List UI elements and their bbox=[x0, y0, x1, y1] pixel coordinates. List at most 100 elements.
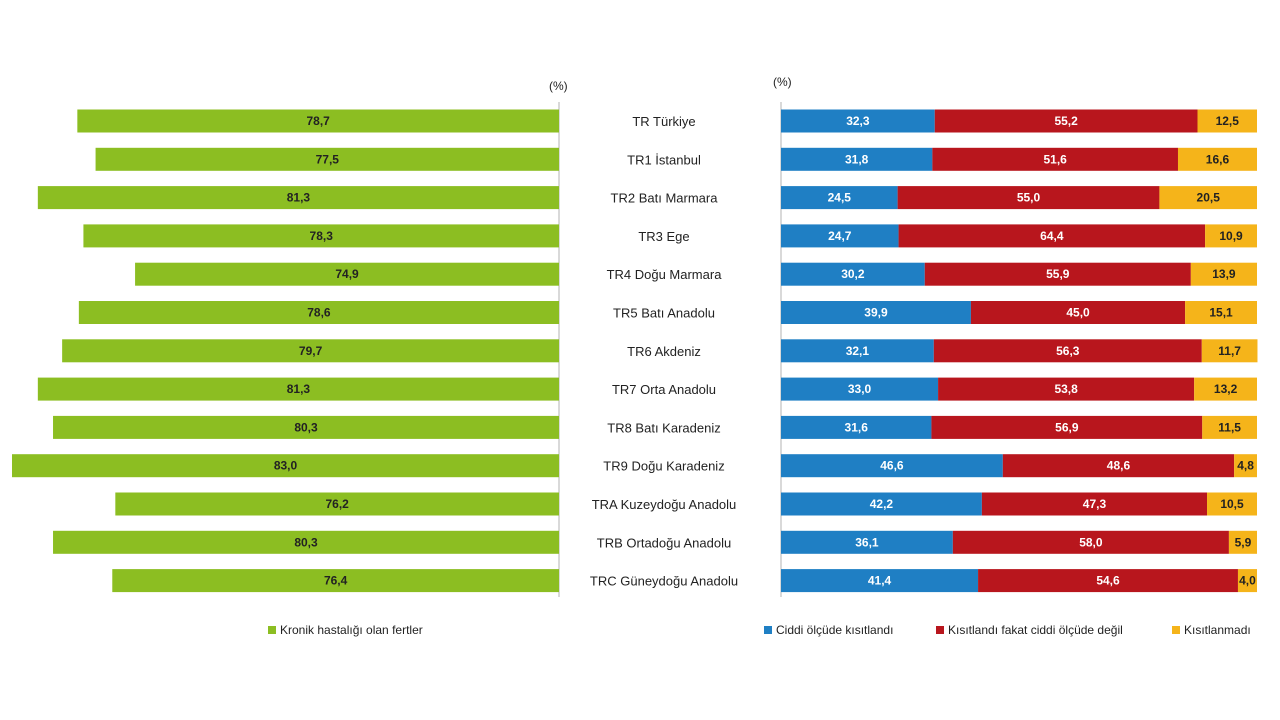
left-bar-tr4-do-u-marmara bbox=[135, 262, 559, 286]
right-bar-value-ciddi-l-de-k-s-tland-tr3-ege: 24,7 bbox=[828, 229, 852, 243]
left-bar-tr8-bat-karadeniz bbox=[53, 415, 560, 439]
right-bar-ciddi-l-de-k-s-tland-tr2-bat-marmara bbox=[781, 186, 898, 210]
left-chart-unit-label: (%) bbox=[549, 79, 568, 93]
right-chart-legend: Ciddi ölçüde kısıtlandı Kısıtlandı fakat… bbox=[764, 623, 1251, 637]
right-bar-k-s-tland-fakat-ciddi-l-de-de-il-trb-ortado-u-anadolu bbox=[952, 530, 1229, 554]
right-bar-ciddi-l-de-k-s-tland-trc-g-neydo-u-anadolu bbox=[781, 569, 979, 593]
right-bar-k-s-tlanmad-tr-t-rkiye bbox=[1197, 109, 1257, 133]
right-bar-k-s-tlanmad-tr6-akdeniz bbox=[1201, 339, 1258, 363]
category-label-trb-ortado-u-anadolu: TRB Ortadoğu Anadolu bbox=[597, 535, 731, 550]
category-label-tr9-do-u-karadeniz: TR9 Doğu Karadeniz bbox=[603, 459, 724, 474]
right-bar-value-k-s-tlanmad-tr2-bat-marmara: 20,5 bbox=[1197, 191, 1221, 205]
right-bar-value-ciddi-l-de-k-s-tland-trc-g-neydo-u-anadolu: 41,4 bbox=[868, 574, 892, 588]
right-bar-ciddi-l-de-k-s-tland-trb-ortado-u-anadolu bbox=[781, 530, 953, 554]
right-bar-value-ciddi-l-de-k-s-tland-tr7-orta-anadolu: 33,0 bbox=[848, 382, 872, 396]
right-bar-ciddi-l-de-k-s-tland-tra-kuzeydo-u-anadolu bbox=[781, 492, 982, 516]
right-bar-k-s-tland-fakat-ciddi-l-de-de-il-tr4-do-u-marmara bbox=[924, 262, 1191, 286]
legend-label-severely-limited: Ciddi ölçüde kısıtlandı bbox=[776, 623, 893, 637]
left-bar-value-tr1-i-stanbul: 77,5 bbox=[316, 152, 340, 166]
category-labels: TR Türkiye TR1 İstanbul TR2 Batı Marmara TR… bbox=[590, 114, 738, 589]
right-bar-k-s-tland-fakat-ciddi-l-de-de-il-tra-kuzeydo-u-anadolu bbox=[981, 492, 1208, 516]
right-bar-k-s-tlanmad-tr1-i-stanbul bbox=[1177, 147, 1257, 171]
right-bar-value-k-s-tland-fakat-ciddi-l-de-de-il-tr9-do-u-karadeniz: 48,6 bbox=[1107, 459, 1131, 473]
right-bar-value-k-s-tland-fakat-ciddi-l-de-de-il-tr1-i-stanbul: 51,6 bbox=[1043, 152, 1067, 166]
legend-label-not-limited: Kısıtlanmadı bbox=[1184, 623, 1251, 637]
category-label-tr4-do-u-marmara: TR4 Doğu Marmara bbox=[607, 267, 723, 282]
category-label-tra-kuzeydo-u-anadolu: TRA Kuzeydoğu Anadolu bbox=[592, 497, 737, 512]
right-bar-k-s-tlanmad-tr3-ege bbox=[1205, 224, 1257, 248]
right-bar-value-ciddi-l-de-k-s-tland-tr4-do-u-marmara: 30,2 bbox=[841, 267, 865, 281]
right-bar-ciddi-l-de-k-s-tland-tr6-akdeniz bbox=[781, 339, 934, 363]
right-bar-value-k-s-tland-fakat-ciddi-l-de-de-il-trb-ortado-u-anadolu: 58,0 bbox=[1079, 535, 1103, 549]
left-bar-value-trb-ortado-u-anadolu: 80,3 bbox=[294, 535, 318, 549]
left-bar-value-trc-g-neydo-u-anadolu: 76,4 bbox=[324, 574, 348, 588]
right-bar-ciddi-l-de-k-s-tland-tr7-orta-anadolu bbox=[781, 377, 939, 401]
left-bar-value-tr4-do-u-marmara: 74,9 bbox=[335, 267, 359, 281]
right-bar-k-s-tland-fakat-ciddi-l-de-de-il-trc-g-neydo-u-anadolu bbox=[978, 569, 1238, 593]
category-label-tr2-bat-marmara: TR2 Batı Marmara bbox=[611, 191, 719, 206]
left-bar-value-tr6-akdeniz: 79,7 bbox=[299, 344, 323, 358]
right-bar-k-s-tland-fakat-ciddi-l-de-de-il-tr3-ege bbox=[898, 224, 1206, 248]
right-chart-bars: 32,3 55,2 12,5 31,8 51,6 16,6 24,5 55,0 20,5 24,7… bbox=[781, 109, 1258, 593]
category-label-tr7-orta-anadolu: TR7 Orta Anadolu bbox=[612, 382, 716, 397]
right-bar-value-ciddi-l-de-k-s-tland-tr1-i-stanbul: 31,8 bbox=[845, 152, 869, 166]
right-bar-value-ciddi-l-de-k-s-tland-tr8-bat-karadeniz: 31,6 bbox=[845, 420, 869, 434]
right-bar-ciddi-l-de-k-s-tland-tr-t-rkiye bbox=[781, 109, 935, 133]
category-label-trc-g-neydo-u-anadolu: TRC Güneydoğu Anadolu bbox=[590, 574, 738, 589]
category-label-tr8-bat-karadeniz: TR8 Batı Karadeniz bbox=[607, 420, 720, 435]
right-bar-ciddi-l-de-k-s-tland-tr5-bat-anadolu bbox=[781, 301, 971, 324]
right-bar-value-k-s-tlanmad-tra-kuzeydo-u-anadolu: 10,5 bbox=[1220, 497, 1244, 511]
right-bar-k-s-tland-fakat-ciddi-l-de-de-il-tr2-bat-marmara bbox=[897, 186, 1160, 210]
right-bar-ciddi-l-de-k-s-tland-tr3-ege bbox=[781, 224, 899, 248]
right-bar-k-s-tland-fakat-ciddi-l-de-de-il-tr9-do-u-karadeniz bbox=[1002, 454, 1235, 478]
right-bar-k-s-tland-fakat-ciddi-l-de-de-il-tr7-orta-anadolu bbox=[938, 377, 1195, 401]
right-bar-k-s-tlanmad-tr8-bat-karadeniz bbox=[1202, 415, 1257, 439]
right-bar-value-ciddi-l-de-k-s-tland-tr6-akdeniz: 32,1 bbox=[846, 344, 870, 358]
left-bar-value-tr8-bat-karadeniz: 80,3 bbox=[294, 420, 318, 434]
right-bar-value-k-s-tland-fakat-ciddi-l-de-de-il-tr-t-rkiye: 55,2 bbox=[1054, 114, 1078, 128]
right-bar-value-k-s-tland-fakat-ciddi-l-de-de-il-tr2-bat-marmara: 55,0 bbox=[1017, 191, 1041, 205]
right-bar-k-s-tland-fakat-ciddi-l-de-de-il-tr1-i-stanbul bbox=[932, 147, 1178, 171]
right-bar-value-k-s-tlanmad-tr6-akdeniz: 11,7 bbox=[1218, 344, 1241, 358]
right-bar-value-k-s-tland-fakat-ciddi-l-de-de-il-tr3-ege: 64,4 bbox=[1040, 229, 1064, 243]
right-bar-value-k-s-tland-fakat-ciddi-l-de-de-il-tr7-orta-anadolu: 53,8 bbox=[1054, 382, 1078, 396]
right-bar-value-k-s-tlanmad-tr4-do-u-marmara: 13,9 bbox=[1212, 267, 1236, 281]
category-label-tr1-i-stanbul: TR1 İstanbul bbox=[627, 152, 701, 167]
right-bar-value-k-s-tland-fakat-ciddi-l-de-de-il-tr6-akdeniz: 56,3 bbox=[1056, 344, 1080, 358]
right-bar-value-ciddi-l-de-k-s-tland-tra-kuzeydo-u-anadolu: 42,2 bbox=[870, 497, 894, 511]
right-bar-value-ciddi-l-de-k-s-tland-tr2-bat-marmara: 24,5 bbox=[828, 191, 852, 205]
legend-swatch-severely-limited bbox=[764, 626, 772, 634]
category-label-tr6-akdeniz: TR6 Akdeniz bbox=[627, 344, 701, 359]
right-bar-value-k-s-tlanmad-trb-ortado-u-anadolu: 5,9 bbox=[1235, 535, 1252, 549]
left-bar-tr2-bat-marmara bbox=[37, 186, 559, 210]
right-bar-value-k-s-tlanmad-tr1-i-stanbul: 16,6 bbox=[1206, 152, 1230, 166]
left-bar-tr7-orta-anadolu bbox=[37, 377, 559, 401]
right-bar-k-s-tlanmad-tr4-do-u-marmara bbox=[1190, 262, 1257, 286]
right-bar-value-k-s-tlanmad-tr8-bat-karadeniz: 11,5 bbox=[1218, 420, 1241, 434]
left-bar-tr-t-rkiye bbox=[77, 109, 559, 133]
right-bar-ciddi-l-de-k-s-tland-tr4-do-u-marmara bbox=[781, 262, 925, 286]
right-bar-value-k-s-tlanmad-trc-g-neydo-u-anadolu: 4,0 bbox=[1239, 574, 1256, 588]
right-bar-ciddi-l-de-k-s-tland-tr9-do-u-karadeniz bbox=[781, 454, 1003, 478]
left-bar-tr3-ege bbox=[83, 224, 560, 248]
right-bar-value-k-s-tlanmad-tr7-orta-anadolu: 13,2 bbox=[1214, 382, 1238, 396]
right-bar-k-s-tland-fakat-ciddi-l-de-de-il-tr6-akdeniz bbox=[933, 339, 1202, 363]
left-bar-value-tr5-bat-anadolu: 78,6 bbox=[307, 306, 331, 320]
right-bar-value-k-s-tlanmad-tr5-bat-anadolu: 15,1 bbox=[1209, 306, 1233, 320]
legend-swatch-limited-not-severely bbox=[936, 626, 944, 634]
legend-label-chronic-illness: Kronik hastalığı olan fertler bbox=[280, 623, 423, 637]
right-bar-value-ciddi-l-de-k-s-tland-trb-ortado-u-anadolu: 36,1 bbox=[855, 535, 879, 549]
right-bar-value-k-s-tlanmad-tr9-do-u-karadeniz: 4,8 bbox=[1237, 459, 1254, 473]
right-bar-k-s-tland-fakat-ciddi-l-de-de-il-tr5-bat-anadolu bbox=[970, 301, 1186, 324]
right-bar-k-s-tlanmad-trc-g-neydo-u-anadolu bbox=[1237, 569, 1257, 593]
left-bar-value-tr3-ege: 78,3 bbox=[310, 229, 334, 243]
right-bar-k-s-tland-fakat-ciddi-l-de-de-il-tr8-bat-karadeniz bbox=[931, 415, 1203, 439]
right-bar-value-k-s-tlanmad-tr-t-rkiye: 12,5 bbox=[1216, 114, 1240, 128]
left-chart-legend: Kronik hastalığı olan fertler bbox=[268, 623, 423, 637]
legend-swatch-chronic-illness bbox=[268, 626, 276, 634]
right-bar-value-ciddi-l-de-k-s-tland-tr9-do-u-karadeniz: 46,6 bbox=[880, 459, 904, 473]
right-bar-value-k-s-tlanmad-tr3-ege: 10,9 bbox=[1219, 229, 1243, 243]
left-bar-tr5-bat-anadolu bbox=[78, 301, 559, 324]
right-bar-value-k-s-tland-fakat-ciddi-l-de-de-il-tr8-bat-karadeniz: 56,9 bbox=[1055, 420, 1079, 434]
right-bar-ciddi-l-de-k-s-tland-tr8-bat-karadeniz bbox=[781, 415, 932, 439]
